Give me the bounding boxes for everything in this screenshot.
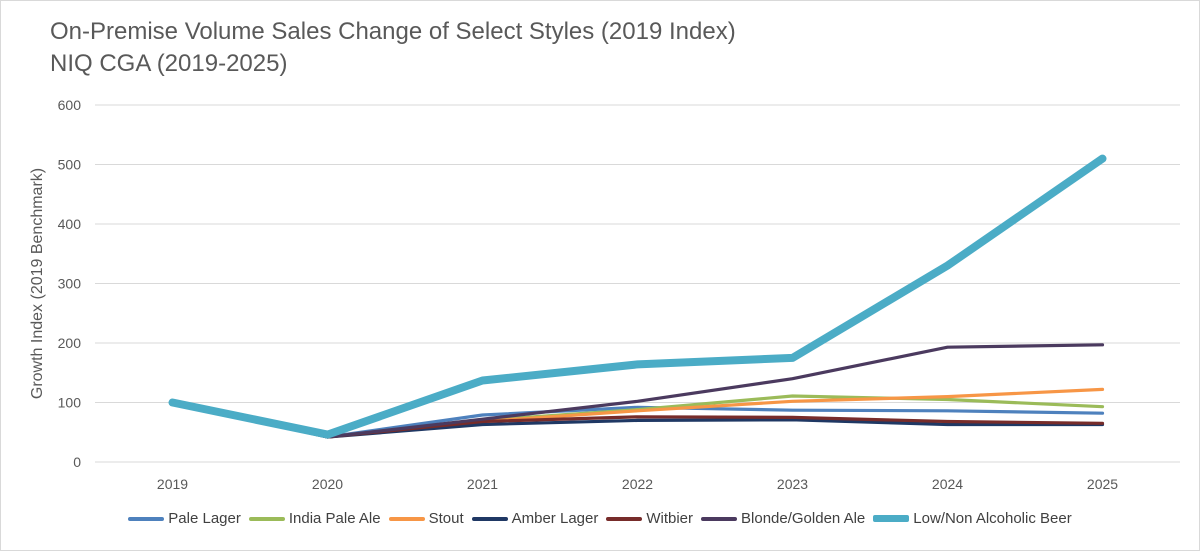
y-tick-label: 400 xyxy=(58,216,82,232)
series-lines xyxy=(168,154,1107,439)
chart-subtitle: NIQ CGA (2019-2025) xyxy=(50,50,288,77)
series-line-low-non-alcoholic-beer xyxy=(168,154,1107,439)
legend-label: Amber Lager xyxy=(511,510,599,527)
legend-label: India Pale Ale xyxy=(288,510,381,527)
legend-swatch xyxy=(701,516,738,521)
y-tick-label: 100 xyxy=(58,395,82,411)
x-tick-label: 2019 xyxy=(157,476,188,492)
legend-item: Blonde/Golden Ale xyxy=(701,510,865,527)
legend-swatch xyxy=(471,516,508,521)
y-tick-label: 600 xyxy=(58,97,82,113)
legend-label: Blonde/Golden Ale xyxy=(741,510,866,527)
y-tick-label: 300 xyxy=(58,276,82,292)
y-axis-label: Growth Index (2019 Benchmark) xyxy=(29,168,46,399)
legend-item: Stout xyxy=(388,510,464,527)
legend-swatch xyxy=(248,516,285,521)
legend-item: Witbier xyxy=(606,510,693,527)
y-tick-label: 0 xyxy=(73,454,81,470)
chart-title: On-Premise Volume Sales Change of Select… xyxy=(50,18,736,45)
legend-item: Pale Lager xyxy=(128,510,241,527)
legend-label: Low/Non Alcoholic Beer xyxy=(913,510,1072,527)
legend-label: Pale Lager xyxy=(168,510,241,527)
y-tick-label: 200 xyxy=(58,335,82,351)
legend-swatch xyxy=(388,516,425,521)
legend-item: India Pale Ale xyxy=(248,510,381,527)
legend-swatch xyxy=(873,515,910,522)
x-tick-label: 2020 xyxy=(312,476,343,492)
y-tick-label: 500 xyxy=(58,157,82,173)
chart-title-block: On-Premise Volume Sales Change of Select… xyxy=(50,16,736,80)
x-axis-ticks: 2019 2020 2021 2022 2023 2024 2025 xyxy=(157,476,1118,492)
x-tick-label: 2024 xyxy=(932,476,963,492)
legend-swatch xyxy=(128,516,165,521)
legend-item: Low/Non Alcoholic Beer xyxy=(873,510,1072,527)
gridlines xyxy=(95,104,1180,463)
x-tick-label: 2025 xyxy=(1087,476,1118,492)
legend-item: Amber Lager xyxy=(471,510,599,527)
x-tick-label: 2021 xyxy=(467,476,498,492)
legend-label: Witbier xyxy=(646,510,694,527)
legend: Pale Lager India Pale Ale Stout Amber Lager… xyxy=(0,510,1200,527)
y-axis-ticks: 0 100 200 300 400 500 600 xyxy=(58,97,82,470)
x-tick-label: 2023 xyxy=(777,476,808,492)
x-tick-label: 2022 xyxy=(622,476,653,492)
legend-swatch xyxy=(606,516,643,521)
legend-label: Stout xyxy=(428,510,464,527)
